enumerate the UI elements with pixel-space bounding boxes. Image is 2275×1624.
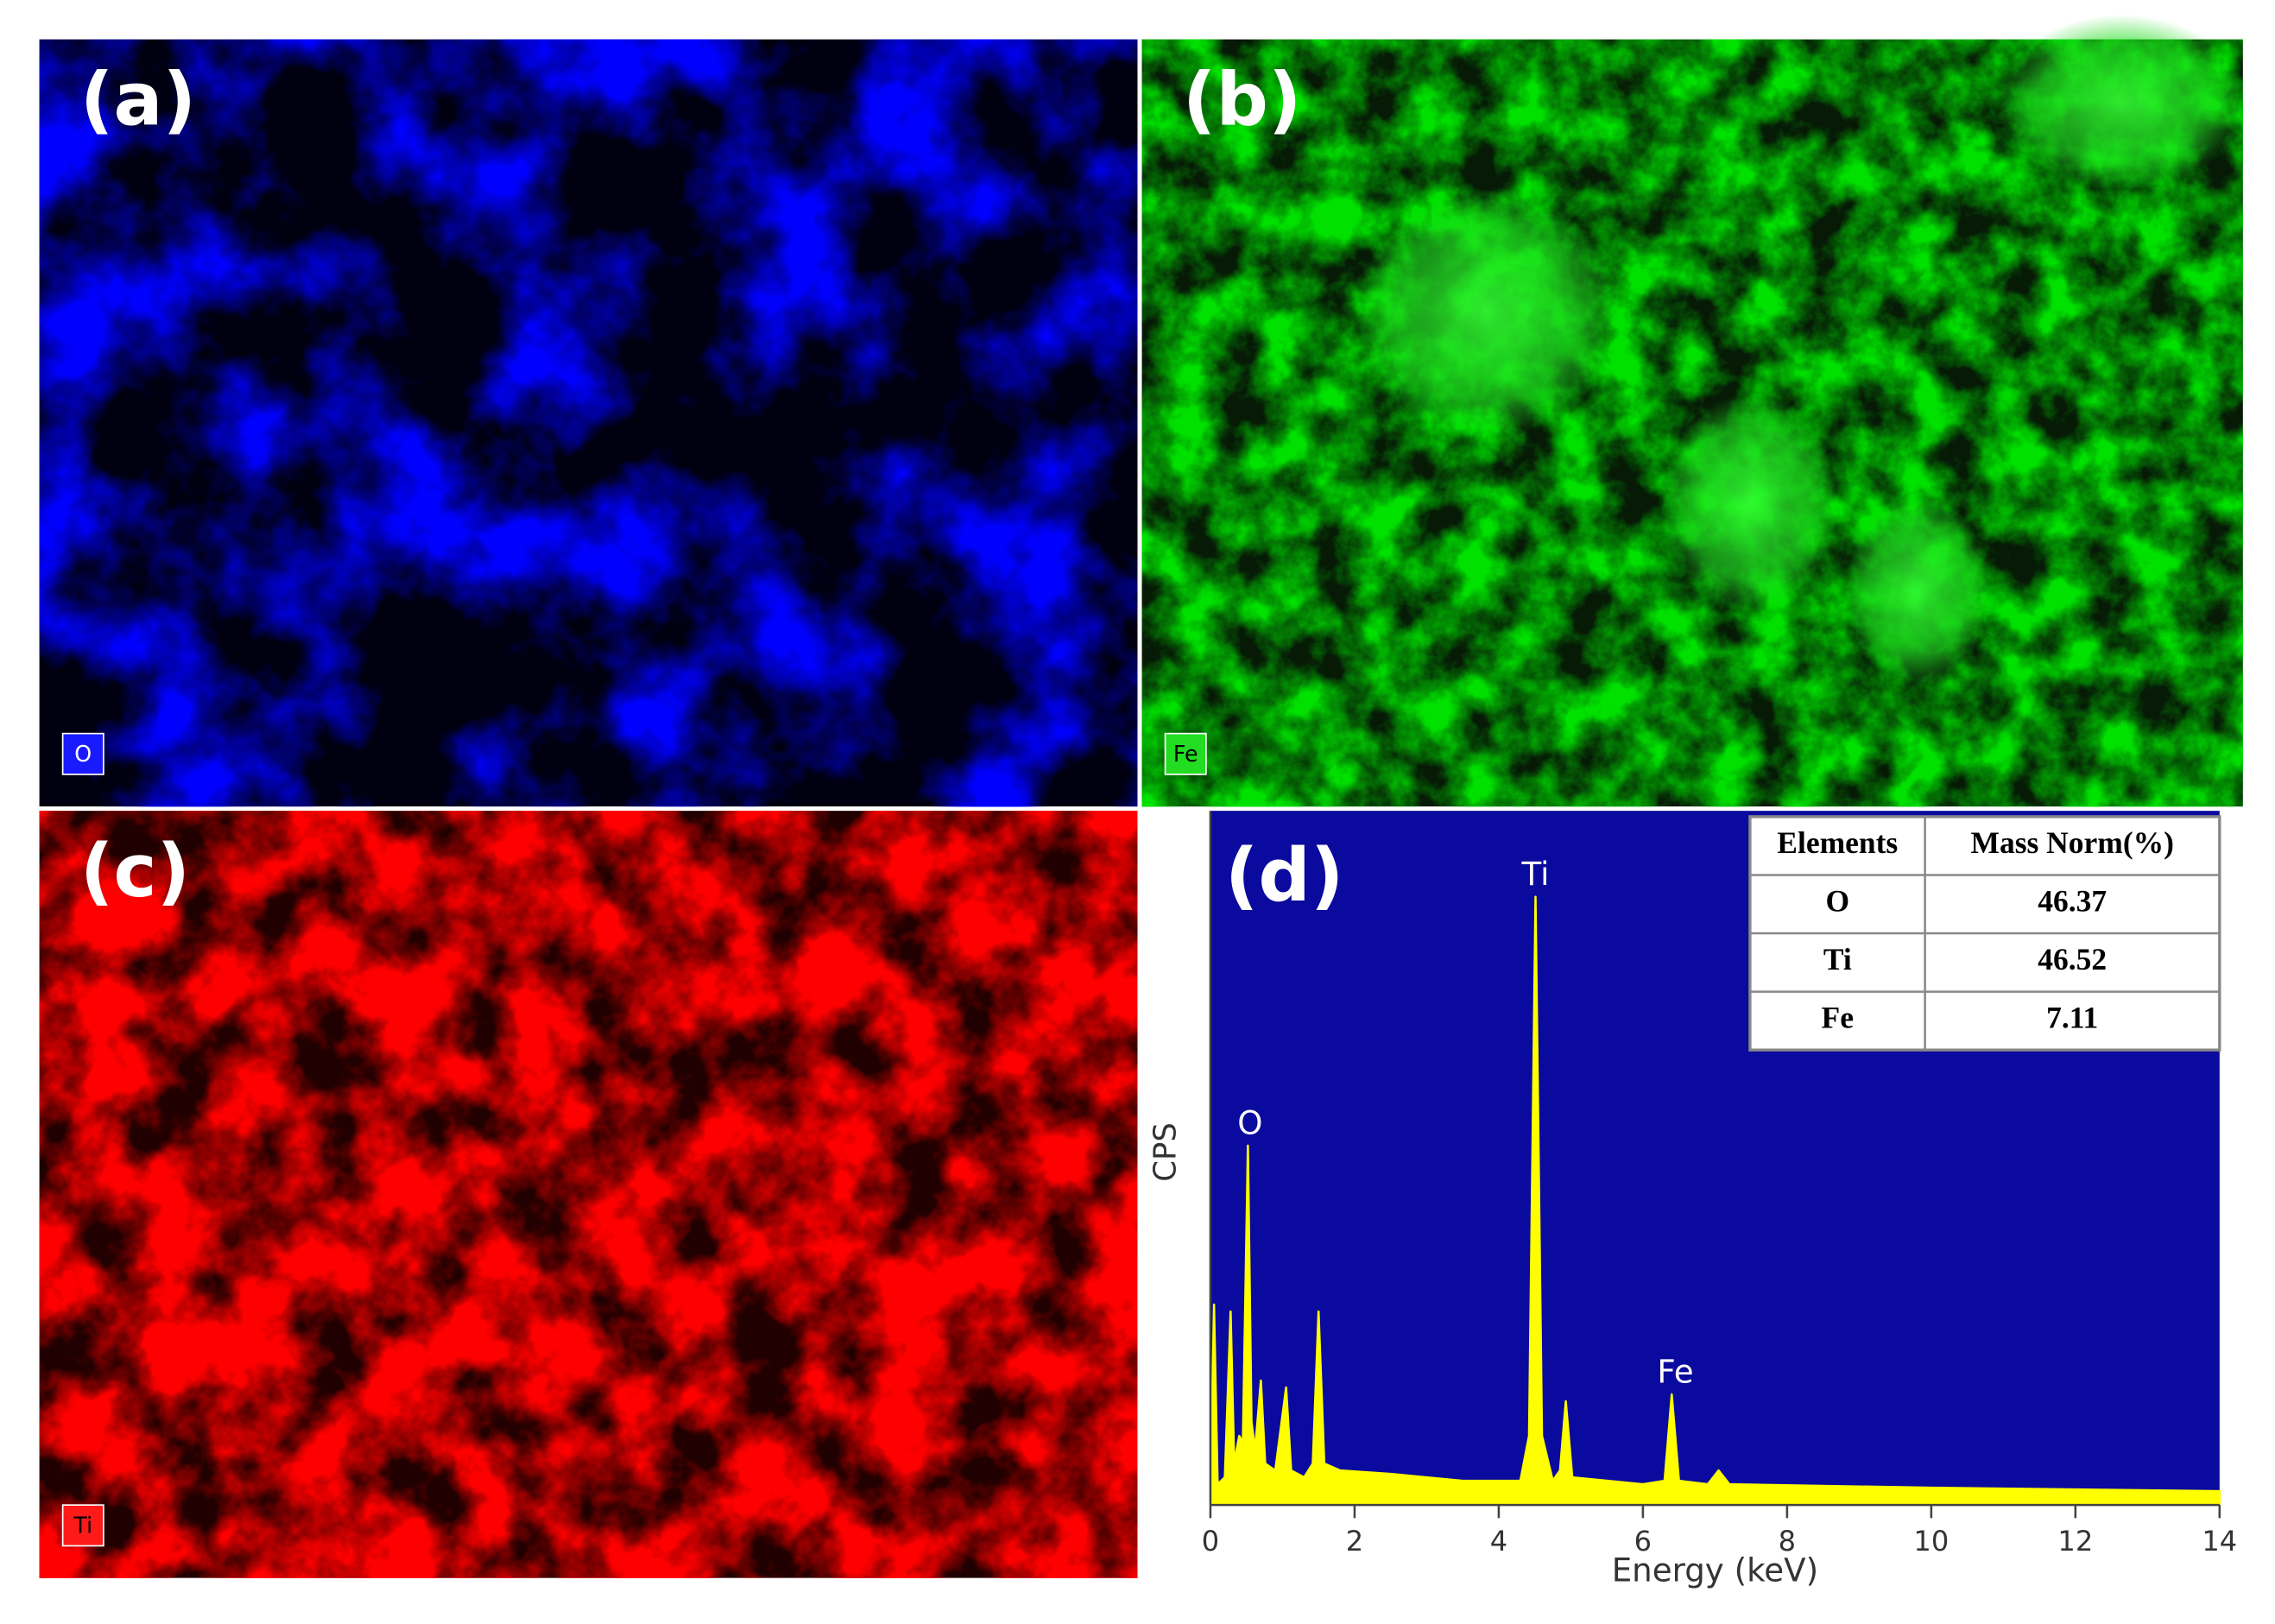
table-cell: Fe [1822, 1001, 1854, 1035]
map-panels [39, 14, 2247, 1578]
peak-label: Ti [1521, 856, 1550, 893]
peak-label: O [1237, 1104, 1262, 1141]
panel-label: (a) [80, 58, 196, 142]
peak-label: Fe [1657, 1354, 1693, 1391]
fe-particle [1844, 496, 1991, 686]
element-badge-label: O [74, 741, 92, 767]
panel-label: (c) [80, 829, 190, 913]
table-cell: O [1825, 883, 1849, 918]
table-cell: 46.52 [2038, 942, 2107, 976]
x-tick-label: 4 [1490, 1525, 1507, 1558]
x-tick-label: 8 [1779, 1525, 1796, 1558]
panel-label: (d) [1225, 833, 1344, 918]
table-cell: 46.37 [2038, 883, 2107, 918]
element-badge [61, 732, 104, 775]
element-badge-label: Fe [1173, 741, 1198, 767]
element-badge [61, 1504, 104, 1547]
fe-particle [1998, 14, 2247, 190]
x-tick-label: 2 [1346, 1525, 1363, 1558]
x-axis-title: Energy (keV) [1612, 1551, 1818, 1589]
map-ti [39, 811, 1138, 1578]
table-header: Elements [1777, 825, 1898, 860]
x-tick-label: 6 [1634, 1525, 1652, 1558]
table-cell: 7.11 [2046, 1001, 2098, 1035]
x-tick-label: 10 [1913, 1525, 1949, 1558]
map-o [39, 39, 1138, 807]
panel-label: (b) [1183, 58, 1302, 142]
table-cell: Ti [1823, 942, 1852, 976]
x-tick-label: 0 [1202, 1525, 1219, 1558]
fe-particle [1662, 394, 1838, 613]
fe-particle [1356, 189, 1619, 438]
y-axis-title: CPS [1147, 1122, 1183, 1182]
x-tick-label: 14 [2202, 1525, 2237, 1558]
spectrum-area [1209, 895, 2221, 1507]
element-badge [1164, 732, 1207, 775]
table-header: Mass Norm(%) [1971, 825, 2174, 860]
x-tick-label: 12 [2057, 1525, 2093, 1558]
element-badge-label: Ti [73, 1512, 92, 1538]
